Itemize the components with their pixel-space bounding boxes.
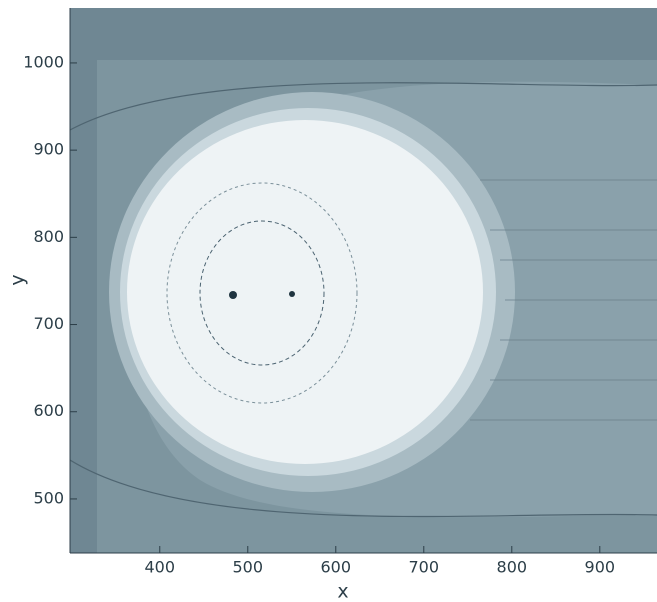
y-tick-label: 600 bbox=[33, 401, 64, 420]
x-tick-label: 600 bbox=[321, 558, 352, 577]
y-tick-label: 700 bbox=[33, 314, 64, 333]
y-tick-label: 1000 bbox=[23, 52, 64, 71]
chart: x y 400 500 600 700 800 900 500 600 700 800 900 100… bbox=[0, 0, 657, 602]
y-tick-label: 800 bbox=[33, 227, 64, 246]
y-tick-label: 900 bbox=[33, 140, 64, 159]
x-tick-label: 700 bbox=[409, 558, 440, 577]
contour-level bbox=[127, 120, 483, 464]
x-tick-label: 900 bbox=[585, 558, 616, 577]
x-tick-label: 400 bbox=[144, 558, 175, 577]
x-tick-label: 800 bbox=[497, 558, 528, 577]
contour-field bbox=[70, 8, 657, 553]
y-axis-title: y bbox=[7, 274, 29, 285]
y-tick-label: 500 bbox=[33, 488, 64, 507]
x-tick-label: 500 bbox=[232, 558, 263, 577]
x-axis-title: x bbox=[337, 581, 348, 602]
